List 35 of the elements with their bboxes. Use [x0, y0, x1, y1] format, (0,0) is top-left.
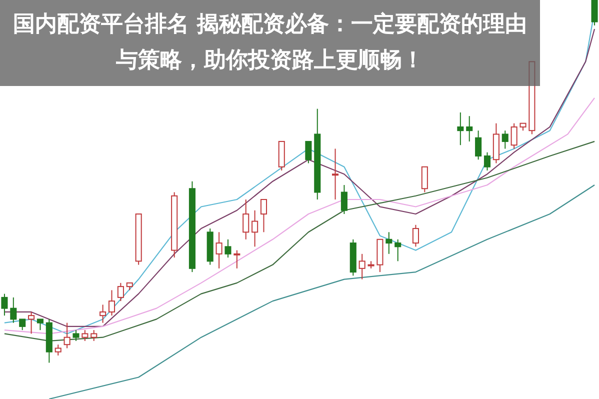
- candlestick: [216, 232, 222, 269]
- candlestick: [28, 311, 35, 334]
- candlestick: [591, 0, 598, 26]
- candlestick: [90, 330, 98, 342]
- candlestick: [475, 130, 482, 160]
- candlestick: [82, 330, 88, 342]
- candlestick: [234, 250, 240, 269]
- candlestick: [332, 148, 339, 200]
- candlestick: [394, 238, 402, 262]
- candlestick: [54, 344, 62, 356]
- candlestick: [421, 166, 428, 193]
- candlestick: [457, 112, 464, 146]
- candlestick: [260, 199, 268, 233]
- text: 国内配资平台排名 揭秘配资必备：一定要配资的理由与策略，助你投资路上更顺畅！: [12, 10, 528, 75]
- candlestick: [64, 322, 70, 349]
- candlestick: [386, 232, 392, 254]
- candlestick: [10, 296, 17, 324]
- candlestick: [19, 318, 26, 331]
- candlestick: [412, 224, 419, 248]
- candlestick: [466, 116, 473, 142]
- candlestick: [1, 293, 8, 316]
- candlestick: [242, 199, 250, 240]
- candlestick: [305, 140, 312, 164]
- candlestick: [484, 152, 491, 171]
- candlestick: [100, 304, 106, 324]
- candlestick: [108, 290, 116, 316]
- candlestick: [340, 184, 348, 215]
- candlestick: [72, 330, 80, 342]
- candlestick: [117, 282, 124, 302]
- candlestick: [36, 318, 44, 331]
- candlestick: [358, 253, 366, 280]
- candlestick: [224, 238, 232, 258]
- candlestick: [252, 210, 258, 248]
- candlestick: [502, 130, 508, 150]
- candlestick: [510, 122, 518, 150]
